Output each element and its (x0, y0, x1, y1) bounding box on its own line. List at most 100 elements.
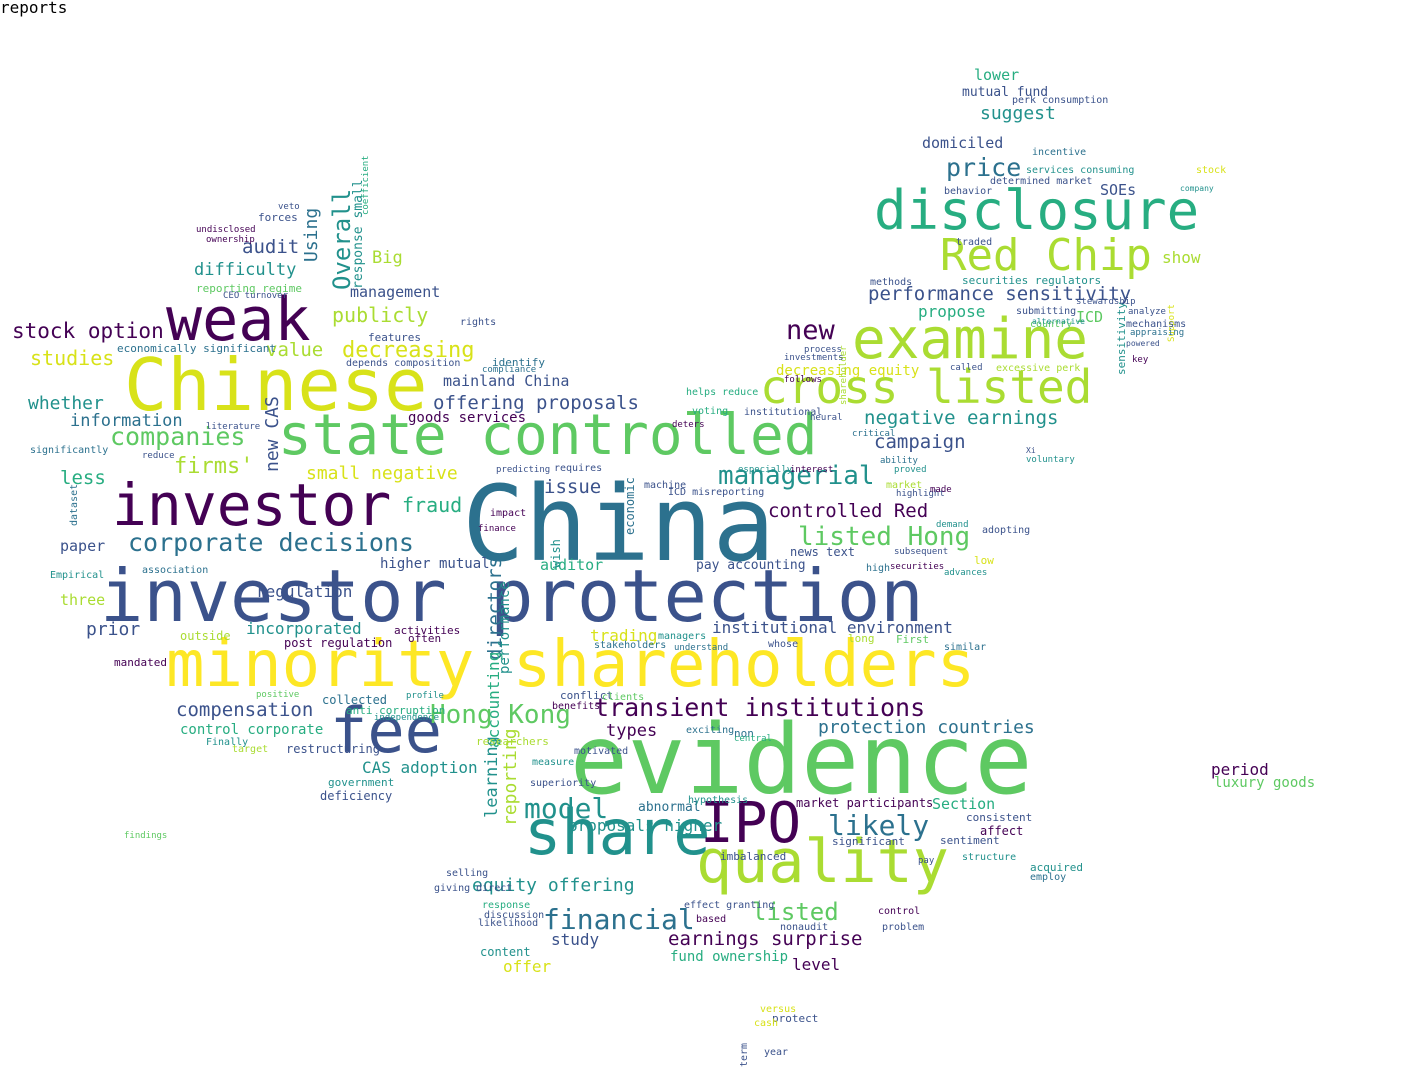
word-low: low (974, 554, 994, 567)
word-excessive-perk: excessive perk (996, 363, 1081, 374)
word-level: level (792, 955, 841, 974)
word-forces: forces (258, 211, 298, 224)
word-depends-composition: depends composition (346, 358, 461, 369)
word-services-consuming: services consuming (1026, 165, 1135, 176)
word-state-controlled: state controlled (278, 403, 818, 468)
word-corporate-decisions: corporate decisions (128, 528, 414, 557)
word-association: association (142, 565, 209, 576)
word-investor-protection: investor protection (100, 554, 924, 638)
word-controlled-red: controlled Red (768, 500, 929, 522)
word-propose: propose (918, 302, 986, 321)
word-fund-ownership: fund ownership (670, 949, 789, 965)
word-neural: neural (810, 413, 843, 423)
word-effect-granting: effect granting (684, 900, 775, 911)
word-market-participants: market participants (796, 796, 934, 810)
word-information: information (70, 411, 183, 431)
word-luxury-goods: luxury goods (1214, 775, 1316, 791)
word-helps-reduce: helps reduce (686, 387, 759, 398)
word-icd-misreporting: ICD misreporting (668, 487, 765, 498)
word-control: control (878, 906, 921, 917)
word-managerial: managerial (718, 461, 875, 491)
word-investor: investor (112, 471, 392, 539)
word-minority-shareholders: minority shareholders (166, 628, 976, 702)
word-financial: financial (543, 903, 695, 936)
word-structure: structure (962, 852, 1017, 863)
word-incorporated: incorporated (246, 619, 362, 638)
word-management: management (350, 283, 441, 301)
word-wish: wish (549, 539, 563, 568)
word-proposals-higher: proposals higher (568, 816, 723, 835)
word-selling: selling (446, 868, 489, 879)
word-veto: veto (278, 202, 300, 212)
word-goods-services: goods services (408, 410, 527, 426)
word-behavior: behavior (944, 186, 993, 197)
word-often: often (408, 632, 442, 645)
word-small-negative: small negative (306, 463, 458, 484)
word-economically-significant: economically significant (117, 342, 276, 355)
word-pay: pay (918, 856, 935, 866)
word-less: less (60, 467, 106, 489)
word-stock: stock (1196, 165, 1227, 176)
word-xi: Xi (1026, 446, 1036, 455)
word-types: types (606, 721, 658, 741)
word-institutional-environment: institutional environment (712, 618, 953, 637)
word-securities: securities (890, 562, 945, 572)
word-reduce: reduce (142, 451, 175, 461)
word-three: three (60, 591, 106, 609)
word-chinese: Chinese (124, 343, 428, 427)
word-measure: measure (532, 757, 575, 768)
word-cross-listed: cross listed (760, 360, 1093, 414)
word-powered: powered (1126, 339, 1160, 348)
word-compensation: compensation (176, 699, 314, 721)
word-nonaudit: nonaudit (780, 922, 829, 933)
word-methods: methods (870, 277, 913, 288)
word-listed: listed (752, 898, 839, 926)
word-big: Big (372, 248, 403, 268)
word-deficiency: deficiency (320, 789, 393, 803)
word-protect: protect (772, 1012, 819, 1025)
word-made: made (930, 485, 952, 495)
word-model: model (524, 792, 609, 825)
word-control-corporate: control corporate (180, 722, 324, 738)
word-highlight: highlight (896, 489, 945, 499)
word-campaign: campaign (874, 431, 966, 453)
word-empirical: Empirical (50, 570, 105, 581)
word-negative-earnings: negative earnings (864, 407, 1059, 429)
word-study: study (551, 930, 600, 949)
word-companies: companies (110, 422, 246, 451)
word-china: China (462, 463, 776, 585)
word-post-regulation: post regulation (284, 636, 393, 650)
word-impact: impact (490, 508, 527, 519)
word-section: Section (932, 795, 996, 813)
word-soes: SOEs (1100, 181, 1137, 199)
word-proved: proved (894, 465, 927, 475)
word-coefficient: coefficient (361, 155, 371, 215)
word-finally: Finally (206, 737, 249, 748)
word-share: share (524, 796, 711, 869)
word-significant: significant (832, 835, 905, 848)
word-using: Using (301, 207, 322, 262)
word-market: market (886, 480, 923, 491)
word-higher-mutual: higher mutual (380, 556, 490, 572)
word-sentiment: sentiment (940, 834, 1000, 847)
word-transient-institutions: transient institutions (594, 693, 926, 722)
word-performance: performance (497, 581, 513, 674)
word-economic: economic (623, 477, 637, 535)
word-reports: reports (0, 0, 68, 17)
word-activities: activities (394, 624, 461, 637)
word-evidence: evidence (570, 704, 1033, 816)
word-country: country (1030, 319, 1073, 330)
word-stakeholders: stakeholders (594, 640, 667, 651)
word-critical: critical (852, 429, 896, 439)
word-problem: problem (882, 922, 925, 933)
word-based: based (696, 914, 727, 925)
word-red-chip: Red Chip (940, 230, 1152, 281)
word-studies: studies (30, 346, 115, 370)
word-issue: issue (544, 476, 602, 498)
word-examine: examine (852, 307, 1089, 372)
word-trading: trading (590, 626, 658, 645)
word-listed-hong: listed Hong (798, 522, 971, 552)
word-literature: literature (206, 422, 261, 432)
word-weak: weak (166, 285, 311, 355)
